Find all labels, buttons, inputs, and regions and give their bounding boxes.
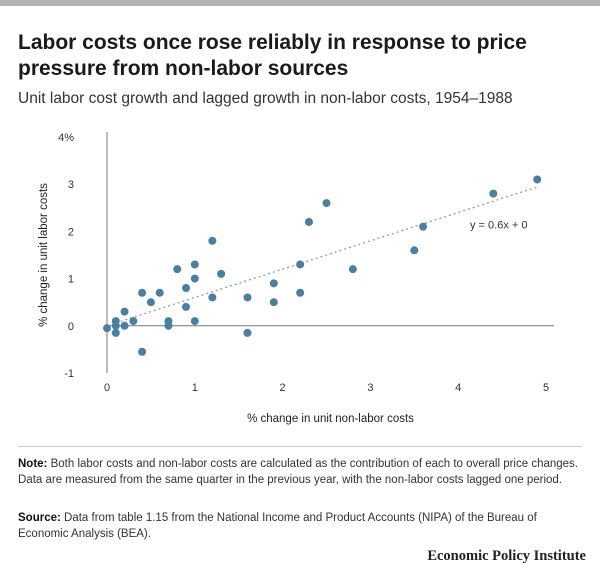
- chart-title: Labor costs once rose reliably in respon…: [18, 31, 527, 80]
- scatter-point: [129, 317, 138, 326]
- chart-subtitle: Unit labor cost growth and lagged growth…: [18, 90, 513, 107]
- scatter-point: [489, 189, 498, 198]
- source-text: Data from table 1.15 from the National I…: [18, 512, 537, 540]
- scatter-point: [269, 279, 278, 288]
- note: Note: Both labor costs and non-labor cos…: [18, 456, 584, 488]
- x-tick-label: 1: [192, 382, 198, 394]
- y-tick-label: 3: [68, 179, 74, 191]
- scatter-point: [146, 298, 155, 307]
- note-label: Note:: [18, 458, 48, 470]
- y-tick-label: 1: [68, 274, 74, 286]
- scatter-point: [419, 222, 428, 231]
- scatter-point: [190, 317, 199, 326]
- brand-logo-text: Economic Policy Institute: [427, 548, 586, 564]
- x-axis-label: % change in unit non-labor costs: [247, 413, 414, 425]
- y-tick-label: 0: [68, 321, 74, 333]
- scatter-point: [138, 347, 147, 356]
- scatter-point: [164, 321, 173, 330]
- scatter-point: [296, 288, 305, 297]
- scatter-point: [243, 328, 252, 337]
- scatter-point: [111, 328, 120, 337]
- y-tick-label: 2: [68, 226, 74, 238]
- scatter-point: [269, 298, 278, 307]
- scatter-point: [111, 321, 120, 330]
- scatter-point: [296, 260, 305, 269]
- scatter-point: [103, 324, 111, 333]
- scatter-point: [138, 288, 147, 297]
- top-accent-bar: [0, 0, 600, 6]
- trend-line: [115, 186, 538, 324]
- scatter-point: [243, 293, 252, 302]
- note-text: Both labor costs and non-labor costs are…: [18, 458, 578, 486]
- scatter-point: [348, 265, 357, 274]
- y-tick-label: -1: [64, 368, 74, 380]
- scatter-point: [182, 302, 191, 311]
- scatter-point: [120, 321, 129, 330]
- source-label: Source:: [18, 512, 61, 524]
- y-tick-label: 4%: [58, 132, 74, 144]
- x-tick-label: 3: [367, 382, 373, 394]
- scatter-point: [322, 199, 331, 208]
- scatter-point: [182, 284, 191, 293]
- x-tick-label: 2: [280, 382, 286, 394]
- scatter-chart: -1 0 1 2 3 4% 0 1 2 3 4 5 % change in unit non-labor…: [38, 132, 554, 425]
- x-tick-label: 5: [543, 382, 549, 394]
- scatter-point: [155, 288, 164, 297]
- divider: [18, 446, 582, 447]
- scatter-point: [173, 265, 182, 274]
- scatter-point: [120, 307, 129, 316]
- scatter-point: [190, 260, 199, 269]
- scatter-point: [410, 246, 419, 255]
- scatter-point: [208, 236, 217, 245]
- trend-line-label: y = 0.6x + 0: [470, 219, 527, 231]
- y-axis-label: % change in unit labor costs: [38, 183, 50, 327]
- scatter-point: [304, 217, 313, 226]
- x-tick-label: 0: [104, 382, 110, 394]
- scatter-point: [533, 175, 542, 184]
- scatter-point: [208, 293, 217, 302]
- source: Source: Data from table 1.15 from the Na…: [18, 510, 584, 542]
- scatter-point: [217, 269, 226, 278]
- x-tick-label: 4: [455, 382, 461, 394]
- scatter-point: [190, 274, 199, 283]
